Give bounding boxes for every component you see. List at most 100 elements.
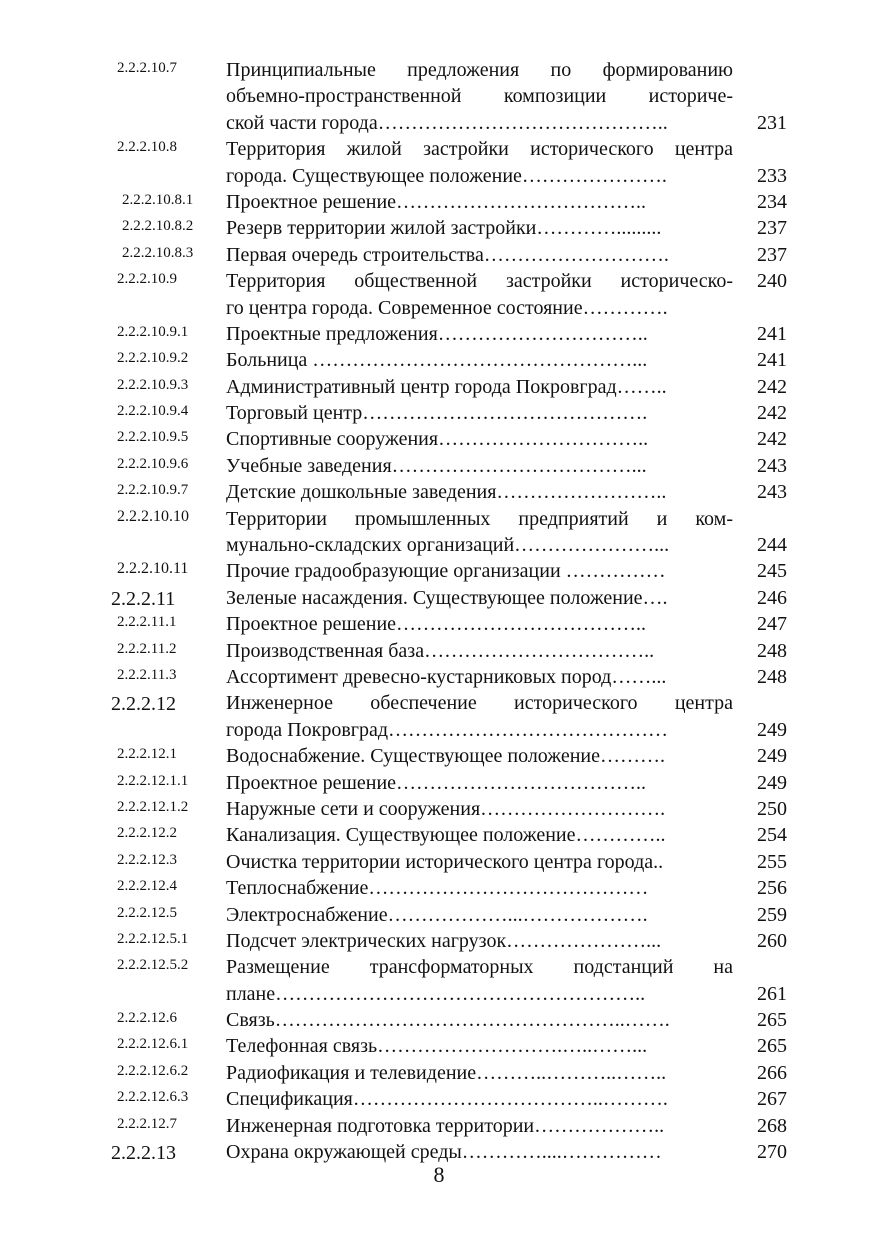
section-title: Размещение трансформаторных подстанций н… <box>226 956 733 979</box>
toc-entry: 2.2.2.11.2 Производственная база………………………… <box>0 638 878 664</box>
page-ref: 249 <box>757 718 787 741</box>
toc-line: 2.2.2.11.1 Проектное решение……………………………….… <box>0 611 878 637</box>
toc-entry: 2.2.2.12.6.2 Радиофикация и телевидение……… <box>0 1060 878 1086</box>
toc-line: 2.2.2.12.6.1 Телефонная связь……………………….….… <box>0 1033 878 1059</box>
section-number: 2.2.2.13 <box>111 1142 176 1165</box>
section-title: Канализация. Существующее положение………….… <box>226 824 666 847</box>
section-number: 2.2.2.10.8.2 <box>122 218 194 235</box>
section-title: Зеленые насаждения. Существующее положен… <box>226 586 668 609</box>
toc-line: 2.2.2.12.1.2 Наружные сети и сооружения……… <box>0 796 878 822</box>
page-ref: 248 <box>757 665 787 688</box>
toc-line: 2.2.2.10.9.2 Больница …………………………………………...… <box>0 347 878 373</box>
toc-line: 2.2.2.12.4 Теплоснабжение…………………………………… 25… <box>0 875 878 901</box>
section-number: 2.2.2.12.1.1 <box>117 772 189 789</box>
toc-entry: 2.2.2.11.1 Проектное решение……………………………….… <box>0 611 878 637</box>
toc-entry: 2.2.2.10.9.4 Торговый центр……………………………………… <box>0 400 878 426</box>
page-ref: 234 <box>757 190 787 213</box>
section-title: Проектное решение……………………………….. <box>226 613 647 636</box>
section-number: 2.2.2.12.6.1 <box>117 1036 189 1053</box>
page-ref: 231 <box>757 111 787 134</box>
section-title: города. Существующее положение…………………. <box>226 164 667 187</box>
section-title: Производственная база…………………………….. <box>226 639 655 662</box>
toc-entry: 2.2.2.11 Зеленые насаждения. Существующее… <box>0 585 878 611</box>
toc-line: 2.2.2.10.11 Прочие градообразующие органи… <box>0 558 878 584</box>
section-title: Электроснабжение………………...………………. <box>226 903 648 926</box>
toc-entry: 2.2.2.12.1 Водоснабжение. Существующее по… <box>0 743 878 769</box>
toc-line: 2.2.2.12.5.1 Подсчет электрических нагруз… <box>0 928 878 954</box>
section-title: го центра города. Современное состояние…… <box>226 296 668 319</box>
section-title: мунально-складских организаций…………………... <box>226 534 670 557</box>
page-ref: 246 <box>757 586 787 609</box>
toc-line: 2.2.2.12.1.1 Проектное решение……………………………… <box>0 770 878 796</box>
page-ref: 249 <box>757 745 787 768</box>
page-ref: 247 <box>757 613 787 636</box>
toc-line: мунально-складских организаций…………………...… <box>0 532 878 558</box>
toc-line: 2.2.2.10.9.5 Спортивные сооружения…………………… <box>0 426 878 452</box>
section-number: 2.2.2.11.2 <box>117 640 177 657</box>
toc-line: 2.2.2.10.9.6 Учебные заведения……………………………… <box>0 453 878 479</box>
page-ref: 259 <box>757 903 787 926</box>
toc-line: 2.2.2.12.2 Канализация. Существующее поло… <box>0 822 878 848</box>
section-title: Очистка территории исторического центра … <box>226 850 664 873</box>
toc-line: 2.2.2.11.2 Производственная база………………………… <box>0 638 878 664</box>
toc-entry: 2.2.2.13 Охрана окружающей среды…………....…… <box>0 1139 878 1165</box>
toc-line: 2.2.2.10.9.7 Детские дошкольные заведения… <box>0 479 878 505</box>
section-number: 2.2.2.10.9 <box>117 271 177 288</box>
section-number: 2.2.2.12.1.2 <box>117 798 189 815</box>
page-ref: 237 <box>757 217 787 240</box>
toc-entry: 2.2.2.12.5.2 Размещение трансформаторных … <box>0 954 878 1007</box>
section-number: 2.2.2.10.8.1 <box>122 191 194 208</box>
section-title: Учебные заведения………………………………... <box>226 454 647 477</box>
toc-entry: 2.2.2.12.6.3 Спецификация………………………………..……… <box>0 1086 878 1112</box>
section-title: Прочие градообразующие организации …………… <box>226 560 666 583</box>
section-number: 2.2.2.12.4 <box>117 878 177 895</box>
toc-entry: 2.2.2.12.5 Электроснабжение………………...……………… <box>0 902 878 928</box>
page-ref: 270 <box>757 1141 787 1164</box>
toc-line: 2.2.2.12.5 Электроснабжение………………...……………… <box>0 902 878 928</box>
section-number: 2.2.2.10.9.5 <box>117 429 189 446</box>
section-number: 2.2.2.10.9.2 <box>117 350 189 367</box>
section-number: 2.2.2.11.1 <box>117 614 177 631</box>
toc-line: 2.2.2.10.8.3 Первая очередь строительства… <box>0 242 878 268</box>
section-title: Инженерное обеспечение исторического цен… <box>226 692 733 715</box>
page-number: 8 <box>433 1162 445 1187</box>
toc-entry: 2.2.2.12.2 Канализация. Существующее поло… <box>0 822 878 848</box>
toc-line: 2.2.2.11 Зеленые насаждения. Существующее… <box>0 585 878 611</box>
section-title: Больница …………………………………………... <box>226 349 648 372</box>
page-ref: 255 <box>757 850 787 873</box>
toc-entry: 2.2.2.12.6 Связь……………………………………………..……. 265 <box>0 1007 878 1033</box>
section-number: 2.2.2.11 <box>111 587 176 610</box>
toc-entry: 2.2.2.10.9 Территория общественной застро… <box>0 268 878 321</box>
section-number: 2.2.2.10.9.1 <box>117 323 189 340</box>
page-ref: 240 <box>757 270 787 293</box>
toc-entry: 2.2.2.10.8 Территория жилой застройки ист… <box>0 136 878 189</box>
page-ref: 268 <box>757 1114 787 1137</box>
section-title: Наружные сети и сооружения………………………. <box>226 797 666 820</box>
section-number: 2.2.2.10.9.7 <box>117 482 189 499</box>
section-number: 2.2.2.10.9.6 <box>117 455 189 472</box>
section-title: Территория общественной застройки истори… <box>226 270 733 293</box>
section-number: 2.2.2.10.9.3 <box>117 376 189 393</box>
toc-line: 2.2.2.10.8 Территория жилой застройки ист… <box>0 136 878 162</box>
toc-entry: 2.2.2.10.9.5 Спортивные сооружения…………………… <box>0 426 878 452</box>
page-ref: 266 <box>757 1061 787 1084</box>
toc-line: 2.2.2.12.6.3 Спецификация………………………………..……… <box>0 1086 878 1112</box>
page-ref: 254 <box>757 824 787 847</box>
toc-entry: 2.2.2.10.11 Прочие градообразующие органи… <box>0 558 878 584</box>
section-title: Связь……………………………………………..……. <box>226 1009 670 1032</box>
page-ref: 267 <box>757 1088 787 1111</box>
page-ref: 245 <box>757 560 787 583</box>
section-number: 2.2.2.12.2 <box>117 825 177 842</box>
page-ref: 265 <box>757 1035 787 1058</box>
toc-line: 2.2.2.10.8.1 Проектное решение……………………………… <box>0 189 878 215</box>
page-ref: 244 <box>757 534 787 557</box>
toc-entry: 2.2.2.12.6.1 Телефонная связь……………………….….… <box>0 1033 878 1059</box>
toc-line: объемно-пространственной композиции исто… <box>0 83 878 109</box>
toc-entry: 2.2.2.11.3 Ассортимент древесно-кустарник… <box>0 664 878 690</box>
section-title: плане……………………………………………….. <box>226 982 646 1005</box>
toc-line: 2.2.2.12.1 Водоснабжение. Существующее по… <box>0 743 878 769</box>
section-title: Спецификация………………………………..………. <box>226 1088 668 1111</box>
toc-entry: 2.2.2.10.9.2 Больница …………………………………………...… <box>0 347 878 373</box>
toc-line: 2.2.2.10.9.1 Проектные предложения…………………… <box>0 321 878 347</box>
section-title: Водоснабжение. Существующее положение………… <box>226 745 666 768</box>
